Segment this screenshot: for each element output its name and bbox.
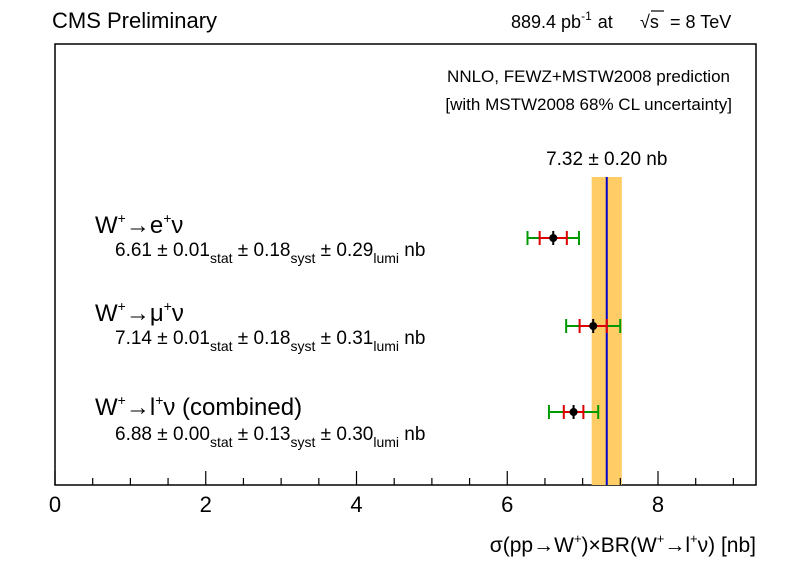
energy-label: = 8 TeV: [670, 12, 731, 32]
x-tick-label: 0: [49, 492, 61, 517]
channel-label: W+→e+ν: [95, 210, 183, 239]
measurement-marker: [589, 322, 598, 330]
experiment-label: CMS Preliminary: [52, 8, 217, 33]
sqrt-s: √s: [640, 12, 659, 32]
svg-text:889.4 pb-1at: 889.4 pb-1 at: [511, 9, 613, 32]
legend-line-2: [with MSTW2008 68% CL uncertainty]: [445, 95, 732, 114]
measurement-row: W+→μ+ν7.14 ± 0.01stat ± 0.18syst ± 0.31l…: [95, 298, 622, 354]
channel-label: W+→μ+ν: [95, 298, 184, 327]
plot-frame: [54, 43, 757, 486]
legend-line-1: NNLO, FEWZ+MSTW2008 prediction: [447, 67, 730, 86]
measurements: W+→e+ν6.61 ± 0.01stat ± 0.18syst ± 0.29l…: [95, 210, 622, 450]
x-tick-label: 2: [200, 492, 212, 517]
measurement-row: W+→e+ν6.61 ± 0.01stat ± 0.18syst ± 0.29l…: [95, 210, 580, 266]
prediction-value-label: 7.32 ± 0.20 nb: [546, 149, 667, 170]
lumi-at: at: [598, 12, 613, 32]
channel-label: W+→l+ν (combined): [95, 392, 302, 421]
measurement-value-text: 6.88 ± 0.00stat ± 0.13syst ± 0.30lumi nb: [115, 424, 425, 450]
measurement-value-text: 7.14 ± 0.01stat ± 0.18syst ± 0.31lumi nb: [115, 328, 425, 354]
measurement-row: W+→l+ν (combined) 6.88 ± 0.00stat ± 0.13s…: [95, 392, 600, 450]
measurement-marker: [549, 234, 558, 242]
x-axis: 0 2 4 6 8: [49, 471, 734, 517]
measurement-marker: [569, 408, 578, 416]
lumi-exponent: -1: [581, 9, 592, 23]
x-tick-label: 8: [652, 492, 664, 517]
x-axis-title: σ(pp→W+)×BR(W+→l+ν) [nb]: [490, 531, 756, 557]
lumi-value: 889.4 pb: [511, 12, 581, 32]
x-tick-label: 6: [501, 492, 513, 517]
measurement-value-text: 6.61 ± 0.01stat ± 0.18syst ± 0.29lumi nb: [115, 240, 425, 266]
x-tick-label: 4: [350, 492, 362, 517]
luminosity-energy-label: 889.4 pb-1 at √s = 8 TeV: [511, 9, 731, 32]
